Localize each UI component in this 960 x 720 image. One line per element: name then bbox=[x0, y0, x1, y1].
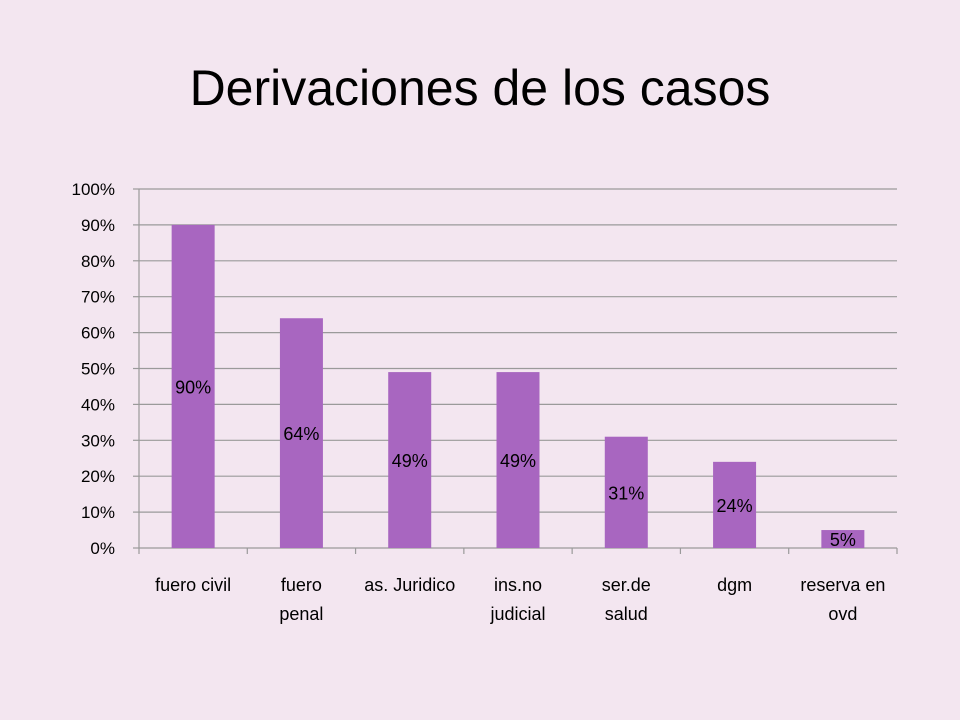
y-tick-label: 30% bbox=[81, 431, 115, 450]
bar bbox=[388, 372, 432, 548]
x-category-label: salud bbox=[605, 604, 648, 624]
y-tick-label: 10% bbox=[81, 503, 115, 522]
data-label: 90% bbox=[175, 377, 211, 397]
x-category-label: ovd bbox=[828, 604, 857, 624]
data-label: 24% bbox=[717, 496, 753, 516]
data-label: 64% bbox=[283, 424, 319, 444]
y-tick-label: 80% bbox=[81, 252, 115, 271]
x-category-label: judicial bbox=[489, 604, 545, 624]
x-category-label: fuero civil bbox=[155, 575, 231, 595]
bar bbox=[496, 372, 540, 548]
slide-title: Derivaciones de los casos bbox=[189, 60, 771, 116]
x-category-label: ins.no bbox=[494, 575, 542, 595]
data-label: 5% bbox=[830, 530, 856, 550]
y-tick-label: 40% bbox=[81, 395, 115, 414]
bars bbox=[171, 224, 865, 548]
x-category-label: as. Juridico bbox=[364, 575, 455, 595]
data-label: 49% bbox=[392, 451, 428, 471]
x-category-label: dgm bbox=[717, 575, 752, 595]
bar bbox=[604, 436, 648, 548]
data-label: 49% bbox=[500, 451, 536, 471]
x-category-label: reserva en bbox=[800, 575, 885, 595]
axes: 0% 10% 20% 30% 40% 50% 60% 70% 80% 90% 100% bbox=[72, 180, 898, 558]
x-category-label: penal bbox=[279, 604, 323, 624]
labels: 90% fuero civil 64% fuero penal 49% as. Juridi… bbox=[155, 377, 885, 624]
bar bbox=[279, 318, 323, 548]
y-tick-label: 20% bbox=[81, 467, 115, 486]
y-tick-label: 90% bbox=[81, 216, 115, 235]
y-tick-label: 50% bbox=[81, 360, 115, 379]
bar bbox=[821, 530, 865, 548]
y-tick-label: 100% bbox=[72, 180, 115, 199]
bar bbox=[171, 224, 215, 548]
x-category-label: ser.de bbox=[602, 575, 651, 595]
y-tick-label: 0% bbox=[90, 539, 115, 558]
x-category-label: fuero bbox=[281, 575, 322, 595]
y-tick-label: 60% bbox=[81, 324, 115, 343]
data-label: 31% bbox=[608, 483, 644, 503]
y-tick-label: 70% bbox=[81, 288, 115, 307]
bar bbox=[713, 461, 757, 548]
